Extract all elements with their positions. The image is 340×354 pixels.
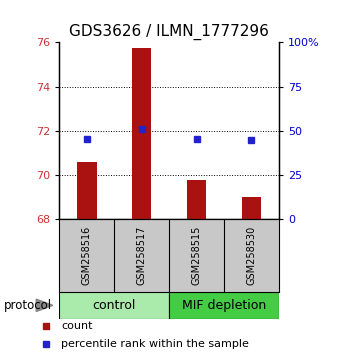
Text: GSM258515: GSM258515 <box>191 226 202 285</box>
Bar <box>59 292 169 319</box>
Title: GDS3626 / ILMN_1777296: GDS3626 / ILMN_1777296 <box>69 23 269 40</box>
Bar <box>242 198 261 219</box>
Bar <box>169 292 279 319</box>
Text: control: control <box>92 299 136 312</box>
Text: MIF depletion: MIF depletion <box>182 299 266 312</box>
Text: GSM258530: GSM258530 <box>246 226 256 285</box>
Bar <box>77 162 97 219</box>
Text: GSM258517: GSM258517 <box>137 226 147 285</box>
Text: protocol: protocol <box>3 299 52 312</box>
Bar <box>132 48 151 219</box>
Text: count: count <box>61 321 92 331</box>
Text: percentile rank within the sample: percentile rank within the sample <box>61 339 249 349</box>
Polygon shape <box>36 299 53 312</box>
Bar <box>187 180 206 219</box>
Text: GSM258516: GSM258516 <box>82 226 92 285</box>
